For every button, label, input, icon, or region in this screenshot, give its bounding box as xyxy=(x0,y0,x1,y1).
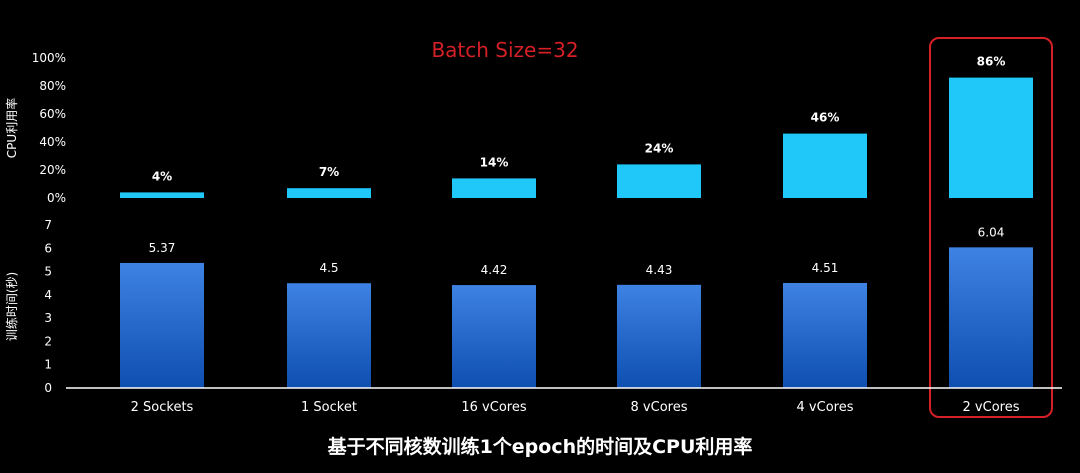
cpu-y-tick-label: 0% xyxy=(47,191,66,205)
x-category-label: 4 vCores xyxy=(797,400,854,415)
cpu-data-label: 4% xyxy=(152,169,172,183)
time-data-label: 4.42 xyxy=(481,263,508,277)
time-data-label: 6.04 xyxy=(978,225,1005,239)
time-bar xyxy=(617,284,701,388)
time-y-tick-label: 1 xyxy=(44,358,52,372)
time-y-tick-label: 3 xyxy=(44,311,52,325)
cpu-y-tick-label: 100% xyxy=(32,51,66,65)
cpu-y-axis-label: CPU利用率 xyxy=(4,98,19,158)
cpu-data-label: 24% xyxy=(645,141,674,155)
time-y-tick-label: 5 xyxy=(44,265,52,279)
cpu-data-label: 86% xyxy=(977,55,1006,69)
cpu-data-label: 46% xyxy=(811,111,840,125)
highlight-box xyxy=(929,37,1053,418)
cpu-y-tick-label: 40% xyxy=(39,135,66,149)
cpu-utilization-chart: 0% 20% 40% 60% 80% 100% CPU利用率 4% 7% 14% 24% 46% 86% xyxy=(4,51,1033,205)
footer-caption: 基于不同核数训练1个epoch的时间及CPU利用率 xyxy=(327,435,753,458)
x-category-label: 8 vCores xyxy=(631,400,688,415)
cpu-bar xyxy=(120,192,204,198)
time-y-tick-label: 2 xyxy=(44,334,52,348)
time-y-tick-label: 0 xyxy=(44,381,52,395)
time-bar xyxy=(783,282,867,388)
time-bar xyxy=(949,247,1033,388)
chart-title: Batch Size=32 xyxy=(431,38,578,62)
time-data-label: 4.5 xyxy=(319,261,338,275)
time-y-tick-label: 6 xyxy=(44,241,52,255)
training-time-chart: 0 1 2 3 4 5 6 7 训练时间(秒) 5.37 4.5 4.42 4.43 4.51 6.04 xyxy=(4,218,1033,395)
time-y-axis-label: 训练时间(秒) xyxy=(4,272,19,341)
cpu-bar xyxy=(783,133,867,198)
highlight-layer xyxy=(929,37,1053,418)
cpu-bar xyxy=(452,178,536,198)
cpu-data-label: 14% xyxy=(480,155,509,169)
cpu-bar xyxy=(287,188,371,198)
cpu-y-tick-label: 60% xyxy=(39,107,66,121)
cpu-y-tick-label: 20% xyxy=(39,163,66,177)
time-bar xyxy=(120,262,204,388)
cpu-bar xyxy=(949,77,1033,198)
time-data-label: 5.37 xyxy=(149,241,176,255)
cpu-bar xyxy=(617,164,701,198)
time-bar xyxy=(452,285,536,388)
time-data-label: 4.43 xyxy=(646,263,673,277)
x-category-label: 16 vCores xyxy=(461,400,526,415)
time-y-tick-label: 4 xyxy=(44,288,52,302)
time-y-tick-label: 7 xyxy=(44,218,52,232)
x-axis: 2 Sockets 1 Socket 16 vCores 8 vCores 4 vCor… xyxy=(66,387,1062,415)
x-category-label: 2 vCores xyxy=(963,400,1020,415)
cpu-data-label: 7% xyxy=(319,165,339,179)
x-category-label: 1 Socket xyxy=(301,400,357,415)
x-category-label: 2 Sockets xyxy=(131,400,194,415)
time-bar xyxy=(287,283,371,388)
time-data-label: 4.51 xyxy=(812,261,839,275)
cpu-y-tick-label: 80% xyxy=(39,79,66,93)
